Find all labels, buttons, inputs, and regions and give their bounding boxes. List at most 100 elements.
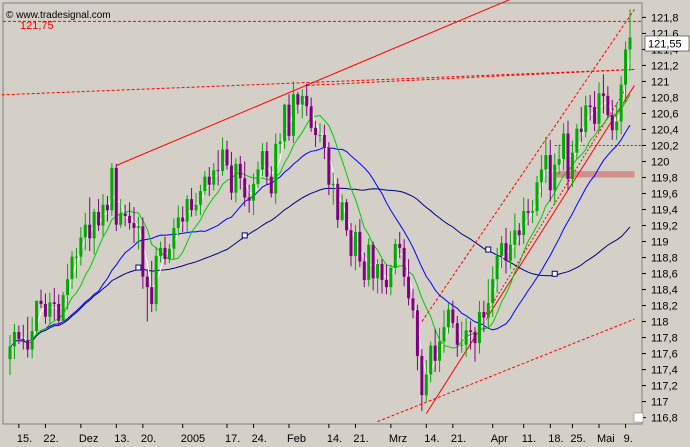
candle-body bbox=[291, 94, 295, 136]
ma-marker bbox=[241, 232, 248, 239]
candle-body bbox=[163, 247, 167, 260]
rising-trendline bbox=[425, 85, 635, 414]
candle-body bbox=[393, 243, 397, 268]
candle-body bbox=[322, 135, 326, 148]
candle-body bbox=[624, 49, 628, 85]
candle-body bbox=[97, 211, 101, 226]
x-tick-label: 21. bbox=[451, 433, 466, 445]
y-tick-label: 120,6 bbox=[651, 108, 679, 120]
candle-body bbox=[376, 263, 380, 279]
y-tick-label: 119,2 bbox=[651, 221, 678, 233]
candle-body bbox=[522, 211, 526, 236]
candle-body bbox=[269, 176, 273, 194]
candle-body bbox=[145, 276, 149, 288]
x-tick-label: Apr bbox=[491, 433, 508, 445]
candle-body bbox=[477, 311, 481, 344]
ma-slow-line bbox=[9, 124, 631, 347]
candle-body bbox=[575, 128, 579, 153]
candle-body bbox=[221, 149, 225, 172]
candle-body bbox=[12, 331, 16, 347]
candle-body bbox=[247, 197, 251, 201]
candle-body bbox=[88, 224, 92, 239]
candle-body bbox=[593, 107, 597, 124]
candle-body bbox=[26, 339, 30, 350]
candle-body bbox=[548, 155, 552, 191]
candle-body bbox=[588, 105, 592, 108]
candle-body bbox=[207, 176, 211, 185]
svg-text:121,55: 121,55 bbox=[648, 39, 682, 51]
x-tick-label: 25. bbox=[570, 433, 585, 445]
x-tick-label: 24. bbox=[252, 433, 267, 445]
candle-body bbox=[380, 263, 384, 280]
candle-body bbox=[17, 331, 21, 340]
candle-body bbox=[234, 163, 238, 193]
candle-body bbox=[353, 231, 357, 256]
rising-channel-lower bbox=[377, 318, 635, 423]
x-tick-label: 11. bbox=[522, 433, 536, 445]
candle-body bbox=[606, 95, 610, 116]
resize-grip[interactable] bbox=[633, 412, 644, 423]
candle-body bbox=[283, 104, 287, 142]
candle-body bbox=[194, 204, 198, 211]
candle-body bbox=[314, 127, 318, 136]
candle-body bbox=[101, 204, 105, 226]
candle-body bbox=[83, 224, 87, 238]
candle-body bbox=[66, 279, 70, 296]
y-tick-label: 119,6 bbox=[651, 188, 678, 200]
upper-trendline bbox=[116, 0, 510, 166]
upper-trend-parallel bbox=[0, 68, 635, 96]
candle-body bbox=[70, 256, 74, 280]
candle-body bbox=[190, 199, 194, 211]
candle-body bbox=[491, 279, 495, 304]
candle-body bbox=[619, 84, 623, 122]
rising-channel-upper bbox=[421, 9, 635, 322]
candle-body bbox=[557, 159, 561, 165]
x-tick-label: 15. bbox=[17, 433, 32, 445]
candle-body bbox=[48, 302, 52, 317]
candle-body bbox=[464, 330, 468, 345]
candlesticks bbox=[8, 9, 632, 412]
candle-body bbox=[260, 151, 264, 170]
candle-body bbox=[628, 37, 632, 50]
x-tick-label: 17. bbox=[225, 433, 240, 445]
candle-body bbox=[398, 243, 402, 248]
candle-body bbox=[274, 143, 278, 194]
y-tick-label: 120,2 bbox=[651, 140, 679, 152]
candle-body bbox=[539, 169, 543, 183]
candle-body bbox=[278, 141, 282, 144]
ma-marker bbox=[485, 246, 492, 253]
candle-body bbox=[460, 344, 464, 346]
candle-body bbox=[495, 255, 499, 280]
candle-body bbox=[43, 303, 47, 317]
x-tick-label: 9. bbox=[624, 433, 633, 445]
candle-body bbox=[327, 147, 331, 185]
candle-body bbox=[318, 135, 322, 137]
x-tick-label: Feb bbox=[287, 433, 306, 445]
candle-body bbox=[424, 374, 428, 396]
ma-mid-line bbox=[9, 94, 631, 349]
candle-body bbox=[35, 300, 39, 332]
candle-body bbox=[176, 217, 180, 228]
candle-body bbox=[451, 309, 455, 324]
candle-body bbox=[508, 244, 512, 261]
candle-body bbox=[79, 237, 83, 257]
candle-body bbox=[566, 133, 570, 180]
last-price-badge: 121,55 bbox=[644, 35, 690, 52]
candle-body bbox=[265, 151, 269, 177]
candle-body bbox=[52, 302, 56, 304]
candle-body bbox=[203, 176, 207, 192]
y-tick-label: 119 bbox=[651, 237, 669, 249]
y-tick-label: 118,2 bbox=[651, 301, 678, 313]
x-tick-label: 18. bbox=[548, 433, 563, 445]
candle-body bbox=[256, 169, 260, 184]
candle-body bbox=[584, 105, 588, 132]
candle-body bbox=[305, 95, 309, 107]
candle-body bbox=[473, 331, 477, 344]
candle-body bbox=[336, 183, 340, 220]
x-tick-label: Dez bbox=[79, 433, 99, 445]
candle-body bbox=[517, 230, 521, 236]
candle-body bbox=[331, 183, 335, 185]
y-tick-label: 121,8 bbox=[651, 12, 679, 24]
y-tick-label: 118,8 bbox=[651, 253, 678, 265]
